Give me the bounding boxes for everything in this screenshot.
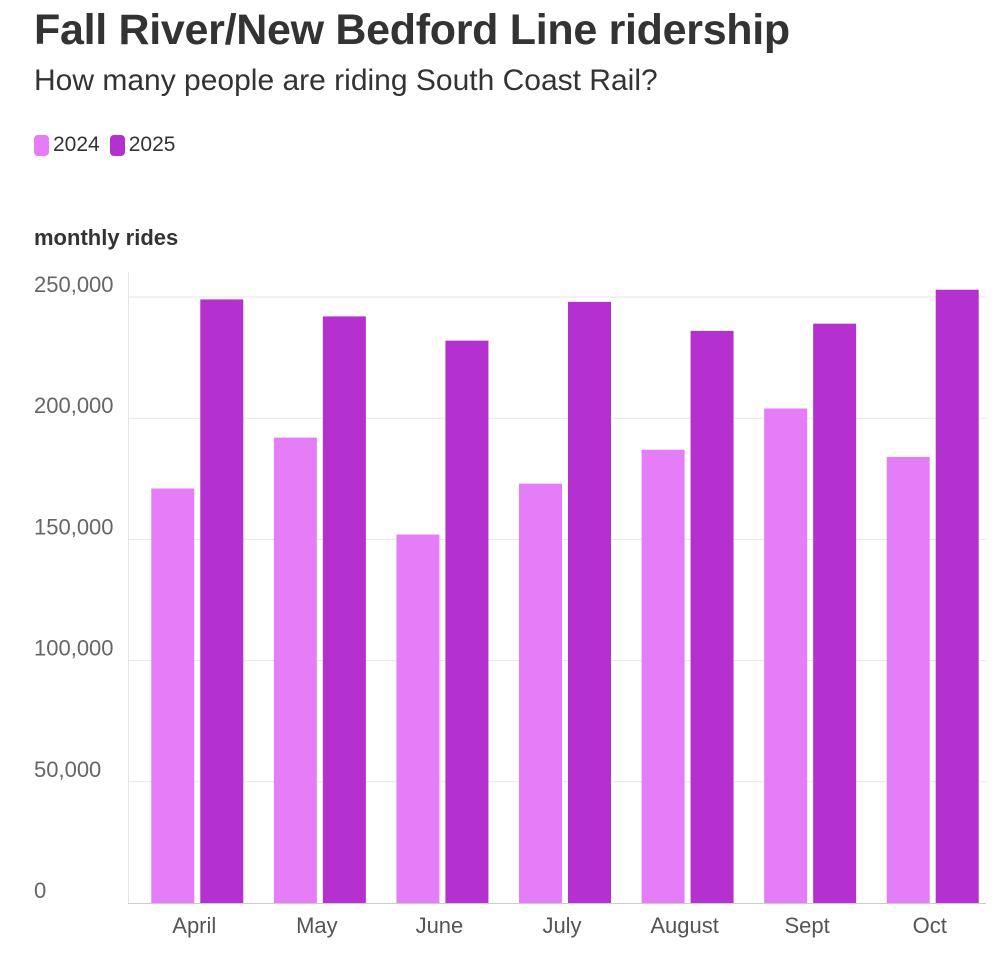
x-tick-label: Sept <box>785 913 830 938</box>
y-tick-label: 0 <box>34 878 46 903</box>
legend-swatch-2024 <box>34 134 49 156</box>
bar-2025-may <box>322 316 366 904</box>
y-tick-label: 50,000 <box>34 757 101 782</box>
legend-swatch-2025 <box>109 134 125 156</box>
x-tick-label: Oct <box>913 913 947 938</box>
bar-2025-sept <box>813 323 857 903</box>
chart-title: Fall River/New Bedford Line ridership <box>34 6 790 54</box>
x-tick-label: April <box>172 913 216 938</box>
x-tick-label: July <box>542 913 581 938</box>
x-tick-label: June <box>416 913 464 938</box>
bar-2024-april <box>151 488 195 903</box>
x-tick-label: August <box>650 913 719 938</box>
legend-label-2025: 2025 <box>128 133 176 156</box>
legend: 2024 2025 <box>34 133 185 157</box>
bar-2024-sept <box>764 408 808 903</box>
legend-item-2025: 2025 <box>109 133 176 157</box>
bar-2024-may <box>273 437 317 903</box>
y-axis-label: monthly rides <box>34 225 179 250</box>
bar-2025-august <box>690 330 734 903</box>
bar-2025-july <box>568 301 611 903</box>
chart-subtitle: How many people are riding South Coast R… <box>34 64 658 97</box>
y-tick-label: 150,000 <box>34 514 114 539</box>
y-tick-label: 100,000 <box>34 636 114 661</box>
bar-2024-oct <box>886 456 930 903</box>
y-tick-label: 200,000 <box>34 393 114 418</box>
legend-item-2024: 2024 <box>34 133 100 157</box>
bar-2024-june <box>396 534 440 903</box>
y-tick-label: 250,000 <box>34 272 114 297</box>
bar-2025-oct <box>935 289 979 903</box>
x-tick-label: May <box>296 913 338 938</box>
bar-2025-june <box>445 340 489 904</box>
legend-label-2024: 2024 <box>53 133 100 156</box>
bar-2024-july <box>519 483 562 903</box>
bar-2025-april <box>200 299 244 903</box>
bar-2024-august <box>641 449 685 903</box>
